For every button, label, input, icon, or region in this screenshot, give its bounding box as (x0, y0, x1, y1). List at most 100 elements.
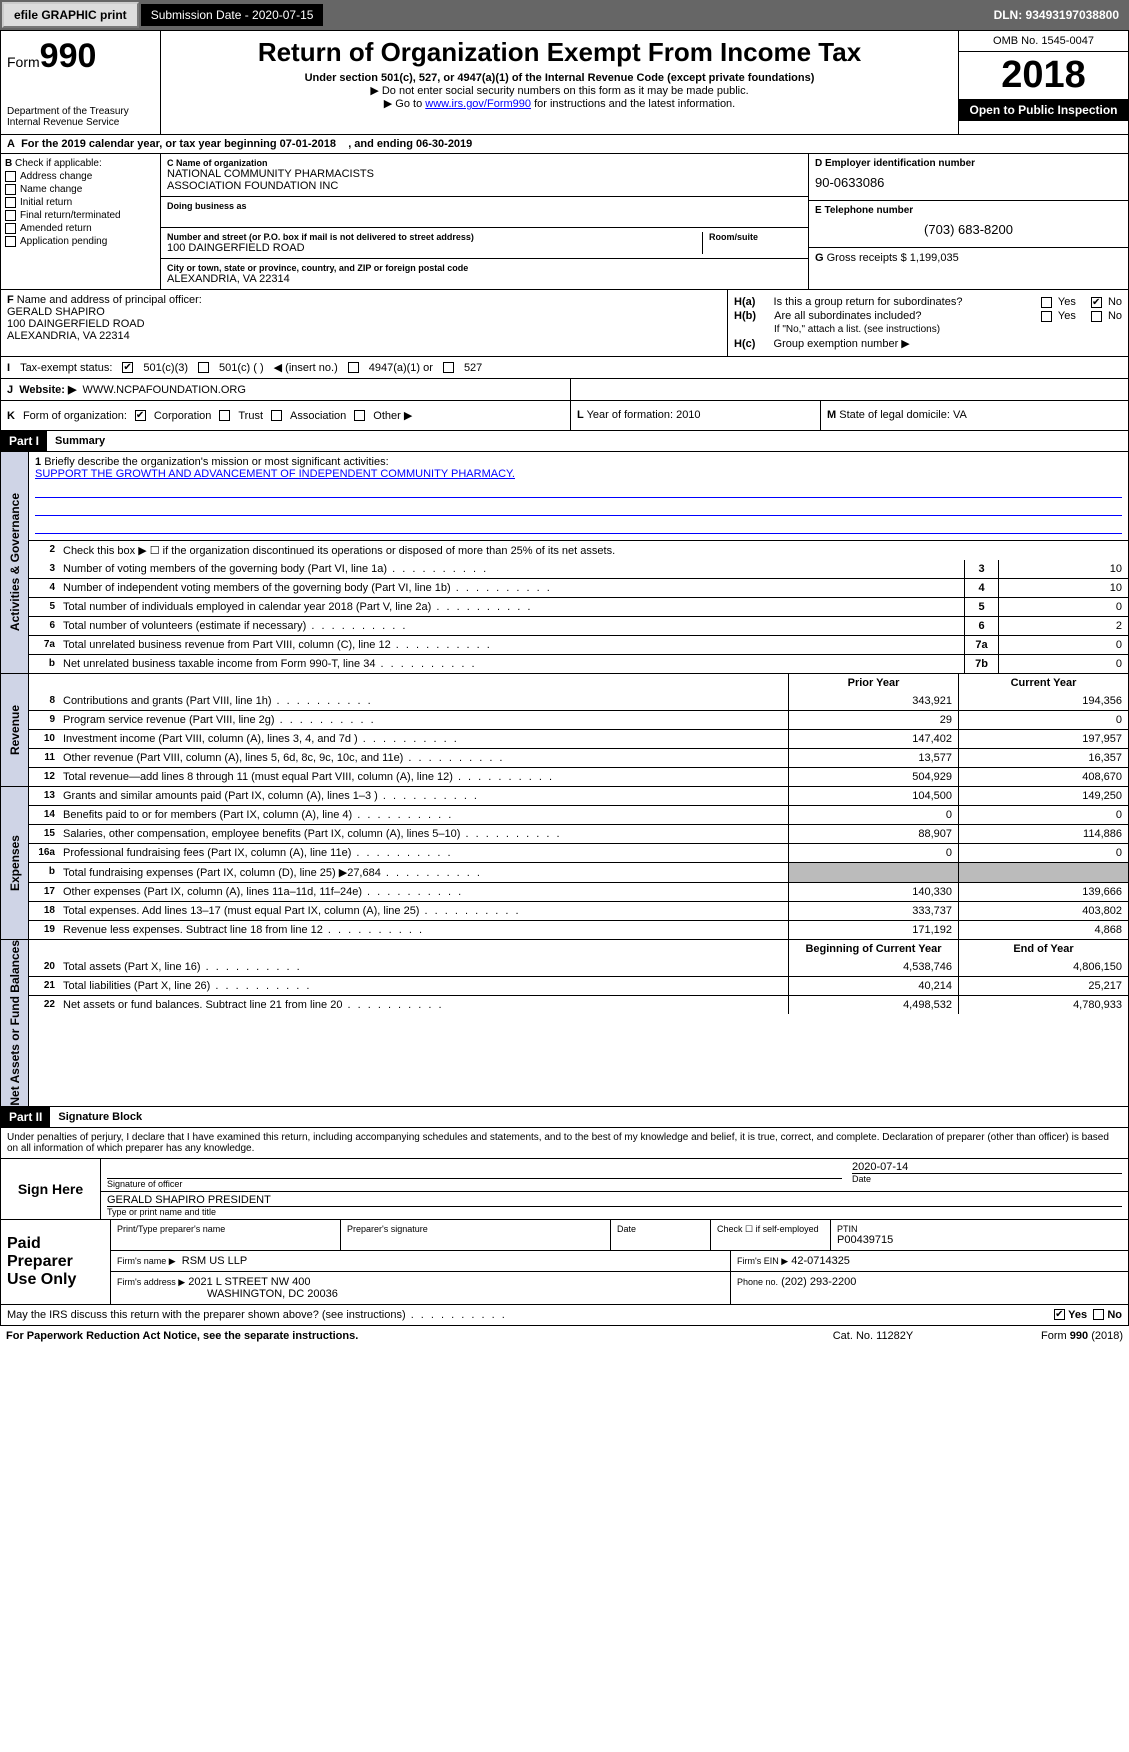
ptin-value: P00439715 (837, 1234, 1122, 1246)
checkbox-corporation[interactable] (135, 410, 146, 421)
checkbox-501c[interactable] (198, 362, 209, 373)
table-row: 4Number of independent voting members of… (29, 578, 1128, 597)
sig-date-value: 2020-07-14 (852, 1161, 1122, 1173)
hc-text: Group exemption number ▶ (774, 337, 910, 350)
table-row: 3Number of voting members of the governi… (29, 560, 1128, 578)
form-title: Return of Organization Exempt From Incom… (167, 37, 952, 68)
checkbox-4947[interactable] (348, 362, 359, 373)
ein-value: 90-0633086 (815, 169, 1122, 196)
checkbox-discuss-yes[interactable] (1054, 1309, 1065, 1320)
table-row: 10Investment income (Part VIII, column (… (29, 729, 1128, 748)
table-row: 17Other expenses (Part IX, column (A), l… (29, 882, 1128, 901)
checkbox-amended-return[interactable] (5, 223, 16, 234)
city-label: City or town, state or province, country… (167, 263, 802, 273)
checkbox-hb-no[interactable] (1091, 311, 1102, 322)
irs-label: Internal Revenue Service (7, 117, 154, 128)
preparer-name-label: Print/Type preparer's name (111, 1220, 341, 1250)
officer-name-value: GERALD SHAPIRO PRESIDENT (107, 1194, 1122, 1207)
table-row: 7aTotal unrelated business revenue from … (29, 635, 1128, 654)
year-formation: Year of formation: 2010 (587, 409, 701, 421)
irs-link[interactable]: www.irs.gov/Form990 (425, 98, 531, 110)
checkbox-501c3[interactable] (122, 362, 133, 373)
table-row: bTotal fundraising expenses (Part IX, co… (29, 862, 1128, 882)
form-footer: Form 990 (2018) (973, 1330, 1123, 1342)
table-row: 22Net assets or fund balances. Subtract … (29, 995, 1128, 1014)
form-number: 990 (40, 37, 97, 75)
website-url: WWW.NCPAFOUNDATION.ORG (83, 384, 246, 396)
current-year-header: Current Year (958, 674, 1128, 692)
checkbox-association[interactable] (271, 410, 282, 421)
expenses-tab: Expenses (8, 835, 22, 891)
tax-year: 2018 (959, 52, 1128, 99)
table-row: 16aProfessional fundraising fees (Part I… (29, 843, 1128, 862)
net-assets-section: Net Assets or Fund Balances Beginning of… (0, 940, 1129, 1107)
gross-receipts: Gross receipts $ 1,199,035 (827, 252, 959, 264)
end-year-header: End of Year (958, 940, 1128, 958)
checkbox-application-pending[interactable] (5, 236, 16, 247)
cat-number: Cat. No. 11282Y (773, 1330, 973, 1342)
checkbox-address-change[interactable] (5, 171, 16, 182)
column-c: C Name of organization NATIONAL COMMUNIT… (161, 154, 808, 289)
row-a: A For the 2019 calendar year, or tax yea… (0, 135, 1129, 154)
org-name-2: ASSOCIATION FOUNDATION INC (167, 180, 802, 192)
revenue-section: Revenue Prior YearCurrent Year 8Contribu… (0, 674, 1129, 787)
checkbox-initial-return[interactable] (5, 197, 16, 208)
top-bar: efile GRAPHIC print Submission Date - 20… (0, 0, 1129, 30)
table-row: 9Program service revenue (Part VIII, lin… (29, 710, 1128, 729)
table-row: 20Total assets (Part X, line 16)4,538,74… (29, 958, 1128, 976)
table-row: 11Other revenue (Part VIII, column (A), … (29, 748, 1128, 767)
subtitle-3: ▶ Go to www.irs.gov/Form990 for instruct… (167, 97, 952, 110)
table-row: 12Total revenue—add lines 8 through 11 (… (29, 767, 1128, 786)
row-k: K Form of organization: Corporation Trus… (0, 401, 1129, 431)
table-row: 18Total expenses. Add lines 13–17 (must … (29, 901, 1128, 920)
checkbox-hb-yes[interactable] (1041, 311, 1052, 322)
self-employed-check: Check ☐ if self-employed (711, 1220, 831, 1250)
firm-addr1: 2021 L STREET NW 400 (188, 1276, 310, 1288)
form-label: Form (7, 54, 40, 70)
line-2: Check this box ▶ ☐ if the organization d… (59, 541, 1128, 560)
checkbox-trust[interactable] (219, 410, 230, 421)
footer-bottom: For Paperwork Reduction Act Notice, see … (0, 1326, 1129, 1346)
perjury-statement: Under penalties of perjury, I declare th… (1, 1128, 1128, 1159)
hb-note: If "No," attach a list. (see instruction… (734, 324, 1122, 335)
net-assets-tab: Net Assets or Fund Balances (8, 940, 22, 1106)
addr-label: Number and street (or P.O. box if mail i… (167, 232, 702, 242)
phone-label: E Telephone number (815, 205, 1122, 216)
efile-button[interactable]: efile GRAPHIC print (2, 2, 139, 28)
submission-date: Submission Date - 2020-07-15 (141, 4, 324, 26)
form-header: Form990 Department of the Treasury Inter… (0, 30, 1129, 135)
paid-preparer-section: PaidPreparerUse Only Print/Type preparer… (1, 1219, 1128, 1304)
table-row: 6Total number of volunteers (estimate if… (29, 616, 1128, 635)
checkbox-527[interactable] (443, 362, 454, 373)
governance-tab: Activities & Governance (8, 493, 22, 631)
table-row: 19Revenue less expenses. Subtract line 1… (29, 920, 1128, 939)
checkbox-ha-no[interactable] (1091, 297, 1102, 308)
room-label: Room/suite (709, 232, 802, 242)
checkbox-final-return[interactable] (5, 210, 16, 221)
sig-date-label: Date (852, 1174, 1122, 1184)
preparer-date-label: Date (611, 1220, 711, 1250)
firm-ein: 42-0714325 (791, 1255, 850, 1267)
beginning-year-header: Beginning of Current Year (788, 940, 958, 958)
discuss-row: May the IRS discuss this return with the… (0, 1305, 1129, 1326)
officer-name: GERALD SHAPIRO (7, 306, 105, 318)
preparer-sig-label: Preparer's signature (341, 1220, 611, 1250)
firm-addr2: WASHINGTON, DC 20036 (117, 1288, 338, 1300)
open-public-badge: Open to Public Inspection (959, 99, 1128, 121)
checkbox-ha-yes[interactable] (1041, 297, 1052, 308)
firm-phone: (202) 293-2200 (781, 1276, 856, 1288)
part1-header: Part ISummary (0, 431, 1129, 452)
checkbox-discuss-no[interactable] (1093, 1309, 1104, 1320)
row-website: J Website: ▶ WWW.NCPAFOUNDATION.ORG (0, 379, 1129, 401)
omb-number: OMB No. 1545-0047 (959, 31, 1128, 52)
subtitle-1: Under section 501(c), 527, or 4947(a)(1)… (167, 72, 952, 84)
main-info-block: B Check if applicable: Address change Na… (0, 154, 1129, 290)
dba-label: Doing business as (167, 201, 802, 211)
table-row: 15Salaries, other compensation, employee… (29, 824, 1128, 843)
table-row: 13Grants and similar amounts paid (Part … (29, 787, 1128, 805)
checkbox-other[interactable] (354, 410, 365, 421)
officer-addr1: 100 DAINGERFIELD ROAD (7, 318, 145, 330)
checkbox-name-change[interactable] (5, 184, 16, 195)
governance-section: Activities & Governance 1 Briefly descri… (0, 452, 1129, 674)
table-row: 8Contributions and grants (Part VIII, li… (29, 692, 1128, 710)
